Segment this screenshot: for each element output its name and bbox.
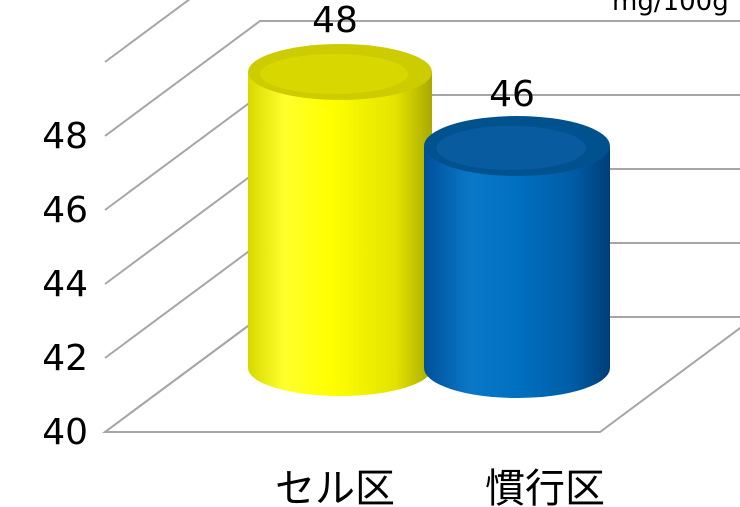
category-label: セル区: [275, 466, 395, 507]
data-label: 48: [312, 0, 358, 41]
bars: [248, 44, 610, 398]
category-label: 慣行区: [485, 466, 605, 507]
unit-label: mg/100g: [612, 0, 729, 17]
bar-1: [248, 44, 432, 396]
bar-top-highlight: [260, 54, 408, 94]
y-tick-label: 46: [42, 190, 88, 231]
gridline: [104, 0, 191, 63]
bar-top-highlight: [436, 126, 586, 170]
y-tick-label: 44: [42, 264, 88, 305]
labels: 48 セル区 46 慣行区 mg/100g: [275, 0, 729, 507]
data-label: 46: [489, 74, 535, 115]
bar-2: [424, 116, 610, 398]
gridline: [104, 20, 740, 137]
y-tick-label: 42: [42, 338, 88, 379]
y-axis: 40 42 44 46 48: [42, 116, 88, 453]
bar-body: [248, 72, 432, 396]
bar-body: [424, 146, 610, 398]
y-tick-label: 40: [42, 412, 88, 453]
y-tick-label: 48: [42, 116, 88, 157]
